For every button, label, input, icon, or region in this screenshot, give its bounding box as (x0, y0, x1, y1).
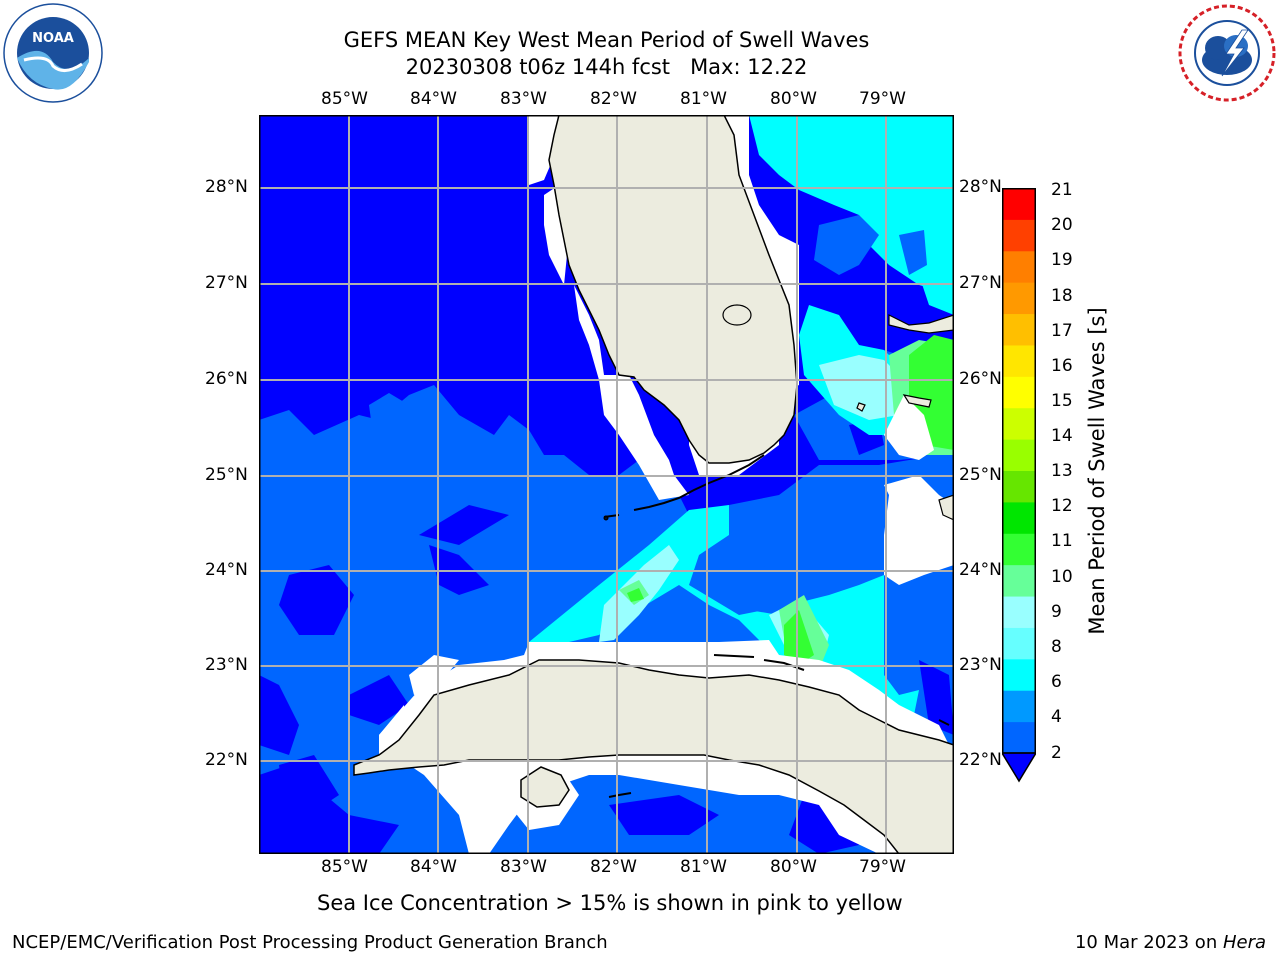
nws-logo (1176, 2, 1278, 104)
colorbar-band (1002, 658, 1036, 691)
lon-label-top: 83°W (500, 89, 547, 109)
lat-label-left: 24°N (205, 560, 248, 580)
colorbar-band (1002, 376, 1036, 409)
lon-label-bottom: 84°W (410, 857, 457, 877)
sea-ice-note: Sea Ice Concentration > 15% is shown in … (317, 891, 903, 915)
colorbar-label: Mean Period of Swell Waves [s] (1085, 307, 1109, 635)
lon-label-bottom: 80°W (770, 857, 817, 877)
footer-producer: NCEP/EMC/Verification Post Processing Pr… (12, 932, 608, 953)
noaa-logo-text: NOAA (32, 31, 74, 46)
lon-label-top: 85°W (321, 89, 368, 109)
lon-label-top: 84°W (410, 89, 457, 109)
lat-label-right: 27°N (959, 273, 1002, 293)
lat-label-left: 27°N (205, 273, 248, 293)
colorbar-band (1002, 407, 1036, 440)
colorbar-tick-label: 17 (1051, 321, 1073, 341)
colorbar-band (1002, 250, 1036, 283)
lat-label-right: 25°N (959, 465, 1002, 485)
colorbar-tick-label: 18 (1051, 286, 1073, 306)
footer-date: 10 Mar 2023 on Hera (1075, 932, 1266, 953)
colorbar-tick-label: 12 (1051, 496, 1073, 516)
colorbar-band (1002, 219, 1036, 252)
lat-label-right: 23°N (959, 655, 1002, 675)
colorbar-band (1002, 501, 1036, 534)
chart-subtitle: 20230308 t06z 144h fcst Max: 12.22 (405, 55, 808, 79)
colorbar-tick-label: 13 (1051, 461, 1073, 481)
chart-title: GEFS MEAN Key West Mean Period of Swell … (343, 28, 870, 52)
colorbar-band (1002, 470, 1036, 503)
lake-okeechobee (722, 304, 752, 326)
colorbar-tick-label: 20 (1051, 215, 1073, 235)
map-panel (259, 115, 954, 854)
lon-label-top: 80°W (770, 89, 817, 109)
lon-label-top: 81°W (680, 89, 727, 109)
isla-de-la-juventud (520, 766, 570, 808)
colorbar-band (1002, 282, 1036, 315)
colorbar-band (1002, 721, 1036, 754)
colorbar-band (1002, 313, 1036, 346)
lon-label-bottom: 83°W (500, 857, 547, 877)
colorbar-tick-label: 2 (1051, 743, 1062, 763)
lon-label-bottom: 79°W (859, 857, 906, 877)
graticule (259, 115, 954, 854)
colorbar-tick-label: 10 (1051, 567, 1073, 587)
lat-label-right: 24°N (959, 560, 1002, 580)
colorbar-extend-triangle (1002, 752, 1036, 783)
map-frame (259, 115, 954, 854)
lon-label-bottom: 85°W (321, 857, 368, 877)
lat-label-right: 28°N (959, 177, 1002, 197)
colorbar-frame (1002, 188, 1036, 754)
contour-intrusion-4-6 (739, 215, 927, 615)
colorbar-band (1002, 564, 1036, 597)
noaa-logo: NOAA (2, 2, 104, 104)
colorbar (1002, 188, 1036, 783)
colorbar-tick-label: 14 (1051, 426, 1073, 446)
footer-machine: Hera (1222, 932, 1266, 953)
lat-label-right: 22°N (959, 750, 1002, 770)
florida-land (548, 115, 798, 464)
colorbar-band (1002, 596, 1036, 628)
colorbar-band (1002, 627, 1036, 660)
lat-label-right: 26°N (959, 369, 1002, 389)
colorbar-band (1002, 188, 1036, 220)
lon-label-bottom: 81°W (680, 857, 727, 877)
lat-label-left: 28°N (205, 177, 248, 197)
colorbar-band (1002, 344, 1036, 377)
colorbar-band (1002, 439, 1036, 471)
colorbar-tick-label: 16 (1051, 356, 1073, 376)
lat-label-left: 22°N (205, 750, 248, 770)
colorbar-tick-label: 19 (1051, 250, 1073, 270)
colorbar-tick-label: 21 (1051, 180, 1073, 200)
colorbar-band (1002, 690, 1036, 723)
lon-label-top: 79°W (859, 89, 906, 109)
colorbar-tick-label: 6 (1051, 672, 1062, 692)
colorbar-tick-label: 8 (1051, 637, 1062, 657)
colorbar-tick-label: 9 (1051, 602, 1062, 622)
footer-date-text: 10 Mar 2023 on (1074, 932, 1223, 953)
lat-label-left: 23°N (205, 655, 248, 675)
colorbar-band (1002, 533, 1036, 566)
lat-label-left: 25°N (205, 465, 248, 485)
colorbar-tick-label: 15 (1051, 391, 1073, 411)
colorbar-tick-label: 4 (1051, 707, 1062, 727)
lon-label-top: 82°W (590, 89, 637, 109)
bahamas (856, 314, 954, 521)
lat-label-left: 26°N (205, 369, 248, 389)
colorbar-tick-label: 11 (1051, 531, 1073, 551)
lon-label-bottom: 82°W (590, 857, 637, 877)
